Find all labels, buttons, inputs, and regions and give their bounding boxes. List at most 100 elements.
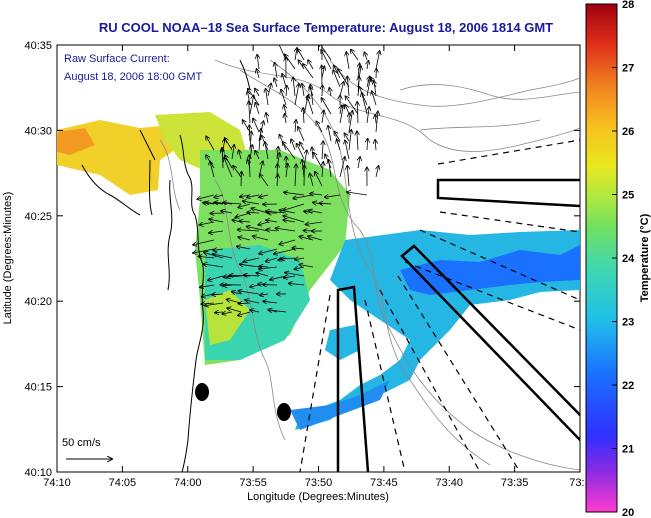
current-vector <box>322 85 323 97</box>
current-vector <box>347 76 349 97</box>
current-vector <box>298 49 305 61</box>
bathymetry-contours <box>159 59 580 471</box>
current-vector <box>223 203 242 205</box>
current-vector <box>281 90 287 106</box>
current-vector <box>275 63 277 79</box>
current-vector <box>200 285 215 287</box>
current-vector <box>322 141 323 160</box>
y-tick-label: 40:15 <box>24 382 52 394</box>
current-vector <box>266 89 268 106</box>
current-vector <box>260 174 269 187</box>
current-vector <box>214 195 224 198</box>
current-vector <box>376 166 379 178</box>
x-axis-ticks: 74:10 74:05 74:00 73:55 73:50 73:45 73:40 73:35… <box>43 45 591 489</box>
current-vector <box>310 174 314 187</box>
current-vector <box>286 164 288 178</box>
current-vector <box>285 114 287 124</box>
current-vector <box>345 96 359 115</box>
current-vector <box>309 210 323 213</box>
current-vector <box>295 120 296 133</box>
colorbar-ticks: 28 27 26 25 24 23 22 21 20 <box>612 0 635 518</box>
scale-label: 50 cm/s <box>62 437 101 449</box>
current-vector <box>329 160 331 178</box>
current-vector <box>375 140 376 151</box>
x-tick-label: 74:00 <box>174 477 202 489</box>
current-vector <box>277 164 278 178</box>
x-tick-label: 73:35 <box>501 477 529 489</box>
current-vector <box>266 257 278 262</box>
current-vector <box>303 231 314 232</box>
current-vector <box>297 144 305 160</box>
current-vector <box>249 155 250 178</box>
current-vector <box>291 139 296 151</box>
current-vector <box>238 237 251 241</box>
radar-site-marker <box>277 403 291 421</box>
current-vector <box>338 69 350 88</box>
radar-site-marker <box>195 383 209 401</box>
current-vector <box>239 150 241 160</box>
current-vector <box>238 311 251 316</box>
current-vector <box>286 86 287 97</box>
current-vector <box>298 127 305 142</box>
x-tick-label: 73:50 <box>305 477 333 489</box>
current-vector <box>250 310 260 312</box>
current-vector <box>375 115 376 124</box>
current-vector <box>247 195 260 198</box>
current-vector <box>345 105 350 115</box>
current-vector <box>285 54 296 70</box>
surface-current-vectors <box>193 45 380 316</box>
current-vector <box>268 310 287 312</box>
x-tick-label: 74:10 <box>43 477 71 489</box>
current-vector <box>367 139 368 151</box>
shipping-lanes <box>336 178 580 472</box>
current-vector <box>208 275 224 280</box>
current-vector <box>253 236 269 241</box>
y-axis-label: Latitude (Degrees:Minutes) <box>2 192 14 325</box>
current-vector <box>308 60 314 70</box>
current-vector <box>206 136 215 151</box>
current-vector <box>374 81 376 97</box>
x-tick-label: 73:55 <box>239 477 267 489</box>
current-vector <box>303 64 314 79</box>
current-vector <box>307 96 314 115</box>
current-vector <box>308 236 323 241</box>
x-tick-label: 74:05 <box>109 477 137 489</box>
current-vector <box>364 52 367 61</box>
current-vector <box>367 107 369 124</box>
current-vector <box>257 69 260 79</box>
current-vector <box>339 82 344 97</box>
current-vector <box>351 50 359 61</box>
y-tick-label: 40:20 <box>24 296 52 308</box>
current-vector <box>213 249 224 250</box>
current-vector <box>259 195 269 197</box>
current-vector <box>243 120 251 133</box>
current-vector <box>224 158 233 178</box>
current-vector <box>200 221 215 225</box>
current-vector <box>315 172 323 187</box>
colorbar-tick-label: 21 <box>622 444 634 456</box>
current-vector <box>241 172 242 187</box>
current-vector <box>333 70 341 88</box>
colorbar-tick-label: 27 <box>622 63 634 75</box>
colorbar-tick-label: 26 <box>622 126 634 138</box>
traffic-separation-lines <box>299 139 580 472</box>
current-vector <box>289 283 305 285</box>
current-vector <box>362 93 368 115</box>
current-vector <box>302 84 304 97</box>
current-vector <box>285 273 305 277</box>
current-vector <box>255 89 260 97</box>
current-vector <box>321 50 332 70</box>
current-vector <box>266 220 278 222</box>
current-vector <box>372 91 377 106</box>
x-tick-label: 73:45 <box>370 477 398 489</box>
colorbar-label: Temperature (°C) <box>639 213 651 302</box>
current-vector <box>249 101 250 124</box>
current-vector <box>295 258 305 260</box>
current-vector <box>259 129 261 151</box>
current-vector <box>345 140 350 160</box>
current-vector <box>193 239 215 245</box>
current-vector <box>255 151 260 160</box>
current-vector <box>349 130 351 151</box>
current-vector <box>347 166 349 187</box>
